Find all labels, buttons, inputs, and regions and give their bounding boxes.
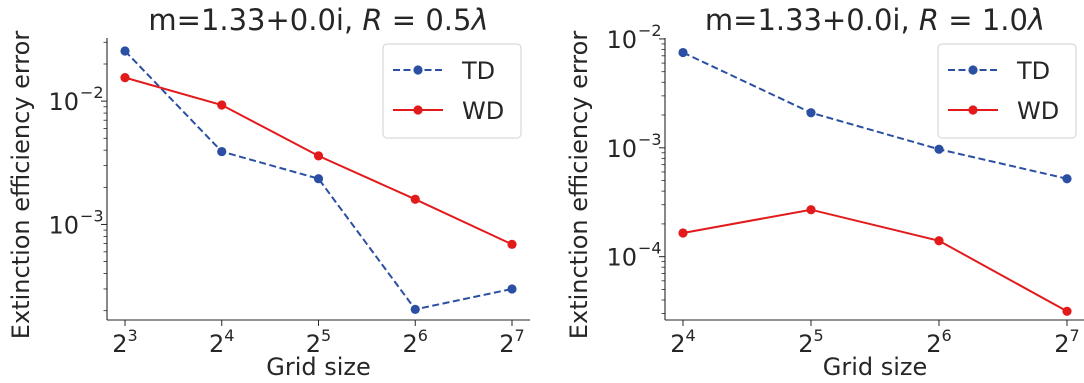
y-tick-exponent: −3 [638,130,662,149]
x-tick-label: 26 [926,326,951,358]
data-point-wd [678,228,688,238]
series-wd [120,73,517,249]
y-axis-label: Extinction efficiency error [7,31,35,340]
y-tick-label: 10 [606,135,637,163]
data-point-td [806,108,816,118]
data-point-td [507,284,517,294]
legend-label-wd: WD [462,97,504,125]
y-tick-exponent: −2 [80,83,104,102]
data-point-wd [1062,306,1072,316]
data-point-wd [410,194,420,204]
legend-marker-wd [968,105,978,115]
x-tick-label: 23 [112,326,137,358]
data-point-td [1062,174,1072,184]
data-point-td [120,46,130,56]
data-point-wd [313,151,324,161]
series-line-td [682,51,1068,180]
y-tick-label: 10 [48,88,79,116]
y-tick-label: 10 [606,244,637,272]
legend-marker-wd [413,105,423,115]
chart-title: m=1.33+0.0i, R = 1.0λ [705,3,1045,37]
data-point-td [410,304,420,314]
series-wd [678,205,1072,316]
legend: TD WD [382,43,522,139]
y-tick-exponent: −2 [638,21,662,40]
x-tick-label: 26 [403,326,428,358]
legend: TD WD [937,43,1077,139]
data-point-wd [120,73,130,83]
x-tick-label: 25 [798,326,823,358]
data-point-td [217,146,227,157]
legend-label-td: TD [461,57,495,85]
y-tick-exponent: −3 [80,206,104,225]
chart-title: m=1.33+0.0i, R = 0.5λ [148,3,488,37]
legend-marker-td [968,65,978,75]
series-td [678,47,1072,184]
series-line-wd [682,208,1068,313]
x-tick-label: 27 [499,326,524,358]
y-tick-label: 10 [48,211,79,239]
y-tick-label: 10 [606,26,637,54]
x-axis-label: Grid size [823,353,928,381]
series-td [120,46,517,314]
x-tick-label: 24 [209,326,234,358]
data-point-td [934,144,944,154]
y-axis-label: Extinction efficiency error [565,31,593,340]
data-point-td [313,174,324,184]
data-point-wd [806,205,816,215]
legend-label-td: TD [1016,57,1050,85]
legend-marker-td [413,65,423,75]
x-axis-label: Grid size [266,353,371,381]
data-point-wd [934,236,944,246]
legend-label-wd: WD [1017,97,1059,125]
data-point-wd [217,100,227,110]
x-tick-label: 24 [670,326,695,358]
series-line-td [124,50,513,311]
data-point-td [678,47,688,58]
y-tick-exponent: −4 [638,239,662,258]
x-tick-label: 27 [1054,326,1079,358]
x-tick-label: 25 [306,326,331,358]
data-point-wd [507,239,517,249]
